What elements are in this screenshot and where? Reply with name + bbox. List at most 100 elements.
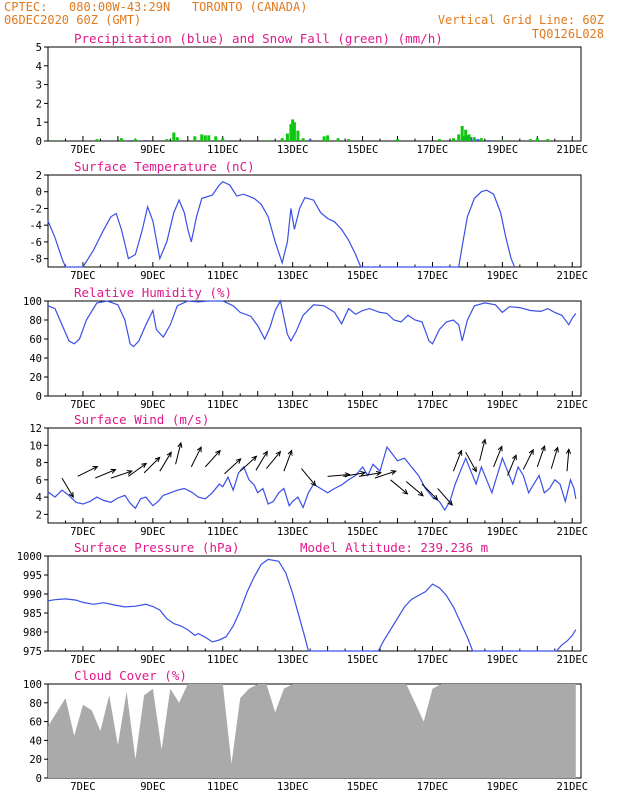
wind-arrow-head bbox=[565, 448, 572, 455]
x-tick-label: 15DEC bbox=[347, 144, 379, 156]
precip-bar bbox=[56, 140, 60, 141]
wind-arrow-head bbox=[177, 441, 183, 448]
wind-arrow-head bbox=[262, 450, 268, 457]
precip-bar bbox=[285, 133, 289, 141]
precip-bar bbox=[500, 140, 504, 141]
wind-arrow-head bbox=[251, 455, 258, 462]
x-tick-label: 13DEC bbox=[277, 270, 309, 282]
x-tick-label: 7DEC bbox=[70, 270, 95, 282]
precip-bar bbox=[347, 139, 351, 141]
wind-arrow-head bbox=[390, 470, 397, 475]
wind-arrow bbox=[128, 463, 147, 477]
x-tick-label: 17DEC bbox=[417, 399, 449, 411]
wind-arrow bbox=[374, 470, 396, 479]
wind-arrow-head bbox=[287, 449, 293, 456]
wind-arrow bbox=[283, 450, 293, 472]
wind-arrow-head bbox=[68, 491, 74, 499]
header-station: CPTEC: 080:00W-43:29N TORONTO (CANADA) bbox=[4, 0, 308, 14]
y-tick-label: 12 bbox=[29, 423, 42, 435]
y-tick-label: 1000 bbox=[17, 551, 42, 563]
wind-arrow bbox=[266, 451, 281, 469]
precip-bar bbox=[200, 134, 204, 141]
precip-bar bbox=[308, 139, 312, 141]
precip-bar bbox=[95, 139, 99, 141]
x-tick-label: 21DEC bbox=[556, 526, 588, 538]
x-tick-label: 13DEC bbox=[277, 654, 309, 666]
wind-arrow bbox=[550, 447, 559, 469]
wind-arrow bbox=[465, 451, 477, 472]
y-tick-label: 980 bbox=[23, 627, 42, 639]
wind-arrow bbox=[301, 468, 316, 486]
wind-arrow bbox=[421, 483, 438, 501]
wind-arrow-head bbox=[553, 446, 559, 453]
precip-bar bbox=[221, 138, 225, 141]
precip-bar bbox=[119, 138, 123, 141]
header-model-code: TQ0126L028 bbox=[531, 27, 604, 41]
x-tick-label: 19DEC bbox=[487, 526, 519, 538]
y-tick-label: 20 bbox=[29, 372, 42, 384]
y-tick-label: 0 bbox=[36, 773, 42, 785]
x-tick-label: 15DEC bbox=[347, 399, 379, 411]
precip-bar bbox=[193, 136, 197, 141]
precip-bar bbox=[172, 132, 176, 141]
x-tick-label: 9DEC bbox=[140, 399, 165, 411]
x-tick-label: 11DEC bbox=[207, 781, 239, 793]
wind-arrow-head bbox=[141, 462, 148, 469]
wind-arrow-head bbox=[511, 454, 517, 461]
precip-bar bbox=[165, 139, 169, 141]
panel-title: Surface Temperature (nC) bbox=[74, 159, 255, 174]
y-tick-label: 60 bbox=[29, 717, 42, 729]
wind-arrow bbox=[61, 477, 74, 498]
wind-arrow bbox=[159, 452, 172, 472]
x-tick-label: 19DEC bbox=[487, 144, 519, 156]
precip-bar bbox=[291, 119, 295, 141]
x-tick-label: 13DEC bbox=[277, 526, 309, 538]
panel-title: Precipitation (blue) and Snow Fall (gree… bbox=[74, 31, 443, 46]
y-tick-label: 4 bbox=[36, 492, 42, 504]
x-tick-label: 17DEC bbox=[417, 270, 449, 282]
precip-bar bbox=[467, 134, 471, 141]
precip-bar bbox=[528, 139, 532, 141]
panel-title: Relative Humidity (%) bbox=[74, 285, 232, 300]
precip-bar bbox=[144, 140, 148, 141]
panel-title: Surface Pressure (hPa) bbox=[74, 540, 240, 555]
precip-bar bbox=[535, 138, 539, 141]
wind-arrow-head bbox=[481, 438, 487, 445]
y-tick-label: 0 bbox=[36, 136, 42, 148]
precip-bar bbox=[479, 138, 483, 141]
wind-arrow-head bbox=[215, 449, 221, 456]
wind-arrow-head bbox=[540, 445, 546, 452]
y-tick-label: -4 bbox=[29, 220, 42, 232]
wind-arrow-head bbox=[196, 446, 202, 453]
y-tick-label: 10 bbox=[29, 440, 42, 452]
wind-arrow-head bbox=[402, 489, 409, 495]
y-tick-label: 80 bbox=[29, 698, 42, 710]
x-tick-label: 7DEC bbox=[70, 654, 95, 666]
series-line bbox=[47, 445, 577, 512]
y-tick-label: 2 bbox=[36, 509, 42, 521]
wind-arrow-head bbox=[310, 480, 317, 487]
x-tick-label: 15DEC bbox=[347, 781, 379, 793]
header-grid-line: Vertical Grid Line: 60Z bbox=[437, 13, 604, 27]
x-tick-label: 17DEC bbox=[417, 526, 449, 538]
panel-title: Surface Wind (m/s) bbox=[74, 412, 209, 427]
y-tick-label: 985 bbox=[23, 608, 42, 620]
y-tick-label: -2 bbox=[29, 203, 42, 215]
x-tick-label: 19DEC bbox=[487, 654, 519, 666]
x-tick-label: 17DEC bbox=[417, 781, 449, 793]
x-tick-label: 17DEC bbox=[417, 144, 449, 156]
x-tick-label: 19DEC bbox=[487, 781, 519, 793]
x-tick-label: 7DEC bbox=[70, 144, 95, 156]
wind-arrow-head bbox=[110, 468, 117, 474]
precip-bar bbox=[476, 139, 480, 141]
panel-frame bbox=[47, 174, 582, 268]
x-tick-label: 7DEC bbox=[70, 526, 95, 538]
x-tick-label: 13DEC bbox=[277, 399, 309, 411]
precip-bar bbox=[266, 140, 270, 141]
y-tick-label: 990 bbox=[23, 589, 42, 601]
precip-bar bbox=[175, 137, 179, 141]
y-tick-label: 0 bbox=[36, 391, 42, 403]
x-tick-label: 21DEC bbox=[556, 270, 588, 282]
x-tick-label: 9DEC bbox=[140, 144, 165, 156]
precip-bar bbox=[292, 122, 296, 141]
